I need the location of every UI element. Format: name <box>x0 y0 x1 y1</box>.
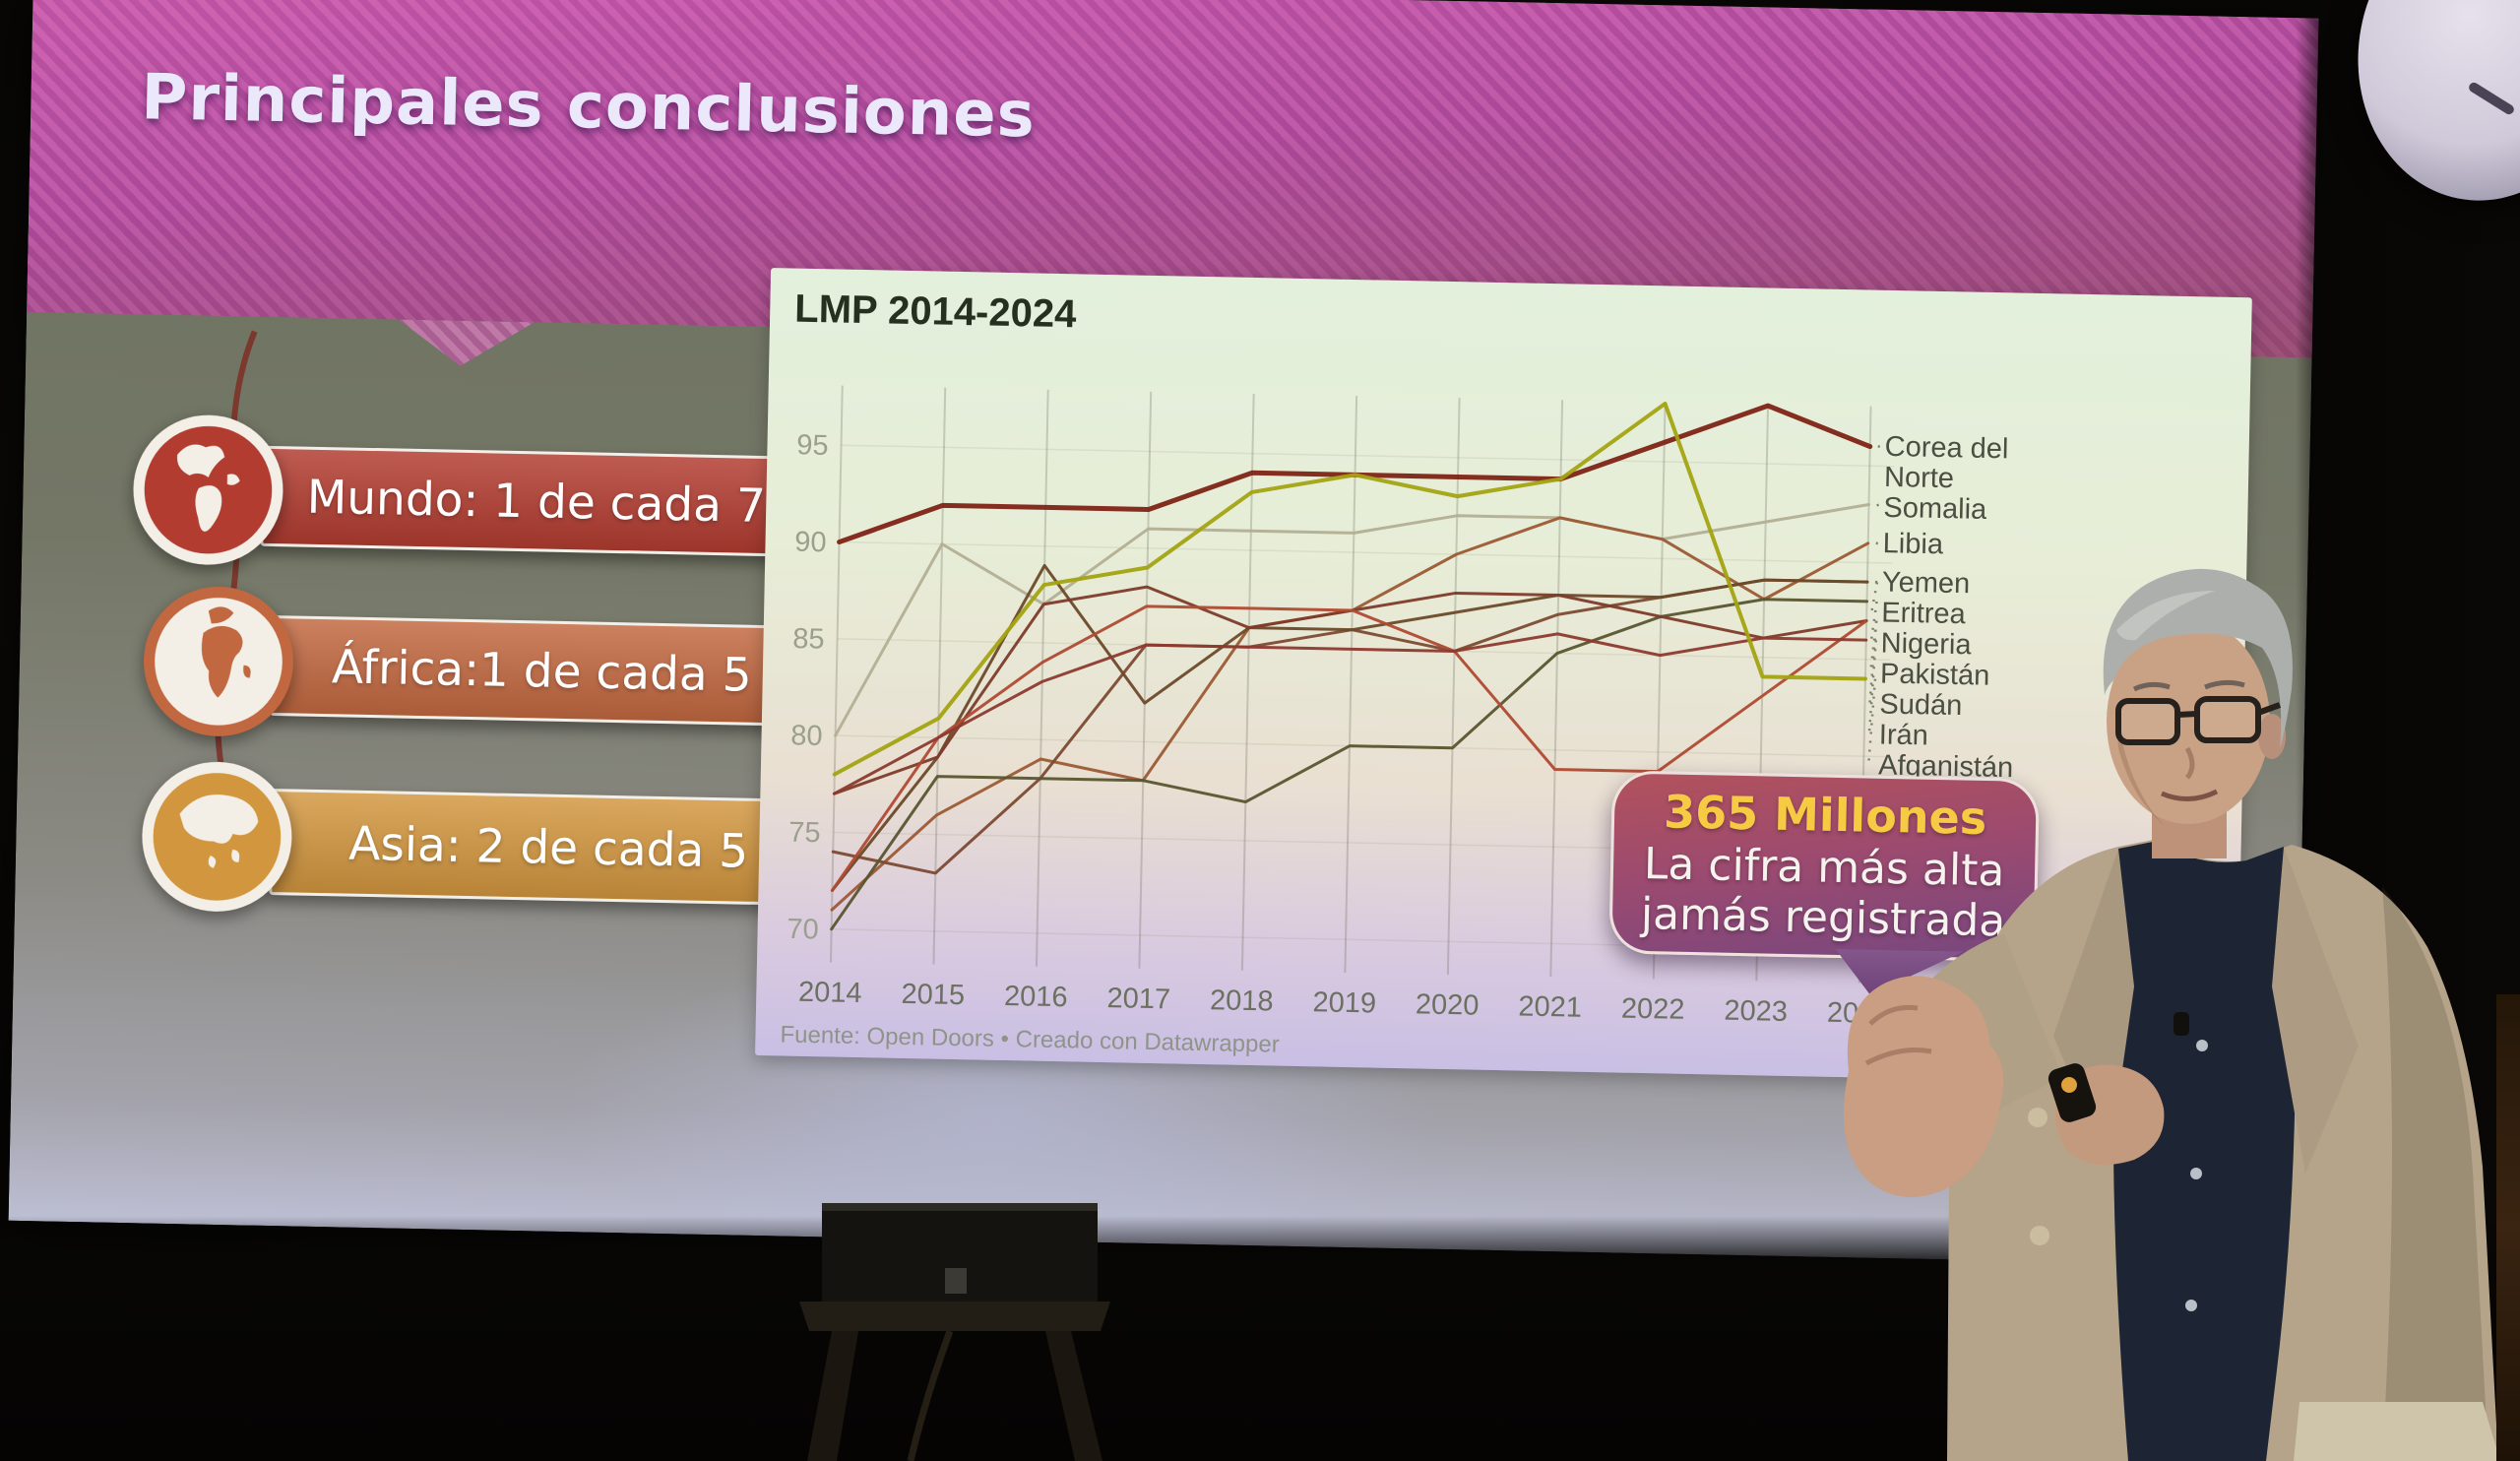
lmp-chart: LMP 2014-2024 70 75 80 85 90 95 2014 2015 2016 201… <box>755 268 2252 1086</box>
y-tick-label: 70 <box>787 914 819 946</box>
globe-africa-icon <box>143 586 293 736</box>
speaker-box-top-edge <box>822 1203 1098 1211</box>
badge-mundo: Mundo: 1 de cada 7 <box>260 445 813 557</box>
presenter <box>1843 568 2500 1461</box>
gridline-year <box>1035 389 1049 967</box>
speaker-cable <box>907 1329 954 1461</box>
presenter-ear <box>2258 714 2286 759</box>
badge-asia: Asia: 2 de cada 5 <box>269 789 829 907</box>
fist-knuckle-lines <box>1864 1004 1932 1066</box>
badge-africa: África:1 de cada 5 <box>269 614 814 728</box>
glasses-icon <box>2115 696 2282 745</box>
legend-label-Pakistán: Pakistán <box>1880 658 1990 691</box>
globe-americas-icon <box>133 414 284 565</box>
presenter-head <box>2107 619 2270 824</box>
legend-leader-Somalia <box>1873 503 1879 508</box>
x-tick-label: 2016 <box>1004 981 1068 1013</box>
globe-asia-icon <box>142 761 292 912</box>
gridline-year <box>1138 391 1153 969</box>
y-tick-label: 80 <box>790 720 823 752</box>
shirt-button-2 <box>2190 1168 2202 1179</box>
gridline-year <box>1446 398 1461 976</box>
gridline-year <box>1240 393 1255 971</box>
badge-africa-label: África:1 de cada 5 <box>331 639 753 703</box>
series-line-Afganistán <box>832 402 1867 777</box>
gridline-h <box>839 540 1893 564</box>
badge-asia-label: Asia: 2 de cada 5 <box>347 816 749 879</box>
x-tick-label: 2019 <box>1312 986 1376 1019</box>
legend-leader-Libia <box>1872 540 1879 545</box>
gridline-year <box>932 387 947 965</box>
y-tick-label: 95 <box>796 429 829 462</box>
shirt-button-1 <box>2196 1040 2208 1051</box>
jacket-button-2 <box>2030 1226 2049 1245</box>
x-tick-label: 2015 <box>901 979 965 1011</box>
shirt-button-3 <box>2185 1300 2197 1311</box>
y-tick-label: 90 <box>794 527 827 559</box>
jacket-button-1 <box>2028 1108 2048 1127</box>
presenter-clicker <box>2048 1063 2097 1122</box>
series-line-Sudán <box>830 604 1868 892</box>
stool-top <box>799 1302 1110 1331</box>
presenter-jacket-shading <box>2382 886 2488 1461</box>
y-tick-label: 85 <box>792 623 825 656</box>
x-tick-label: 2020 <box>1416 988 1480 1021</box>
door-frame-strip <box>2496 994 2520 1461</box>
legend-label-Eritrea: Eritrea <box>1881 597 1967 630</box>
legend-leader-Afganistán <box>1866 678 1877 765</box>
legend-label-Yemen: Yemen <box>1882 566 1971 600</box>
legend-label-Nigeria: Nigeria <box>1880 627 1972 661</box>
presenter-eyebrow-left <box>2132 681 2171 692</box>
lapel-mic <box>2174 1012 2189 1036</box>
stool-leg-left <box>807 1331 858 1461</box>
x-tick-label: 2023 <box>1724 995 1788 1028</box>
legend-label-Irán: Irán <box>1879 719 1929 751</box>
clicker-light <box>2061 1077 2077 1093</box>
stool-leg-right <box>1045 1331 1102 1461</box>
chart-source: Fuente: Open Doors • Creado con Datawrap… <box>780 1021 1280 1057</box>
series-line-Nigeria <box>830 598 1869 931</box>
x-tick-label: 2022 <box>1621 993 1685 1026</box>
presenter-lapel-right <box>2272 847 2359 1174</box>
presenter-nose <box>2184 746 2195 780</box>
x-tick-label: 2014 <box>798 977 862 1009</box>
gridline-h <box>841 444 1895 468</box>
y-tick-label: 75 <box>788 817 821 850</box>
badge-mundo-label: Mundo: 1 de cada 7 <box>306 470 767 534</box>
presenter-trousers <box>2294 1402 2500 1461</box>
presenter-face-shadow <box>2116 709 2166 827</box>
presenter-fist <box>1843 976 2004 1197</box>
lmp-chart-svg: LMP 2014-2024 70 75 80 85 90 95 2014 2015 2016 201… <box>780 287 2013 1058</box>
presenter-mouth <box>2161 789 2219 801</box>
x-tick-label: 2021 <box>1518 990 1582 1023</box>
speaker-on-stool <box>799 1203 1110 1461</box>
series-line-Irán <box>832 632 1868 795</box>
gridline-year <box>829 385 844 963</box>
presenter-shirt <box>2112 841 2297 1461</box>
presenter-hair-fringe <box>2116 591 2215 641</box>
legend-label-Sudán: Sudán <box>1879 688 1962 722</box>
legend-leader-Corea del Norte <box>1874 444 1880 448</box>
x-tick-label: 2018 <box>1210 985 1274 1017</box>
gridline-year <box>1344 396 1358 973</box>
legend-label-Corea del Norte: Corea delNorte <box>1884 431 2009 496</box>
chart-title: LMP 2014-2024 <box>794 287 1078 337</box>
x-tick-label: 2017 <box>1106 983 1170 1015</box>
presenter-eyebrow-right <box>2204 679 2245 690</box>
gridline-year <box>1549 400 1564 978</box>
legend-label-Somalia: Somalia <box>1883 492 1987 526</box>
projection-screen: Principales conclusiones Mundo: 1 de cad… <box>8 0 2319 1267</box>
speaker-logo-chip <box>945 1268 967 1294</box>
legend-leader-Yemen <box>1871 580 1878 584</box>
series-line-Somalia <box>834 503 1871 737</box>
legend-label-Libia: Libia <box>1882 528 1944 560</box>
